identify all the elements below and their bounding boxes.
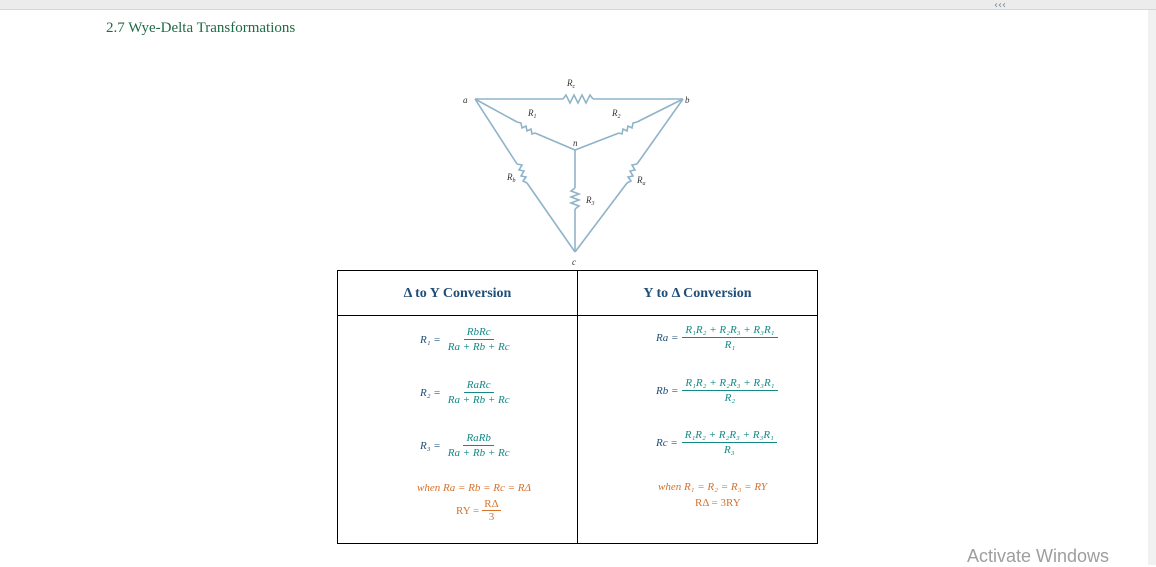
wire-a-r1: [474, 98, 518, 123]
formula-r3: R₃ = RaRb Ra + Rb + Rc: [420, 432, 510, 459]
label-r3: R3: [585, 195, 595, 207]
formula-r1: R₁ = RbRc Ra + Rb + Rc: [420, 326, 510, 353]
wire-rb-c: [526, 182, 576, 253]
y-to-delta-cell: Ra = R₁R₂ + R₂R₃ + R₃R₁ R₁ Rb = R₁R₂ + R₂…: [578, 316, 817, 543]
resistor-ra: [626, 163, 638, 184]
window-top-bar: [0, 0, 1156, 10]
formula-rdelta-balanced: RΔ = 3RY: [694, 497, 741, 509]
conversion-table: Δ to Y Conversion Y to Δ Conversion R₁ =…: [337, 270, 819, 544]
node-b-label: b: [685, 95, 690, 105]
wye-delta-circuit-diagram: a b n c Rc R1 R2 R3 Rb Ra: [463, 78, 690, 267]
label-r2: R2: [611, 108, 621, 120]
vertical-scrollbar[interactable]: [1148, 10, 1156, 565]
resistor-r1: [516, 121, 536, 136]
label-r1: R1: [527, 108, 537, 120]
wire-b-r2: [636, 98, 684, 123]
corner-mark: ‹‹‹: [994, 0, 1006, 11]
wire-a-rb: [474, 98, 518, 165]
wire-b-ra: [636, 98, 684, 165]
node-n-label: n: [573, 138, 578, 148]
wire-r1-n: [534, 132, 576, 151]
formula-ra: Ra = R₁R₂ + R₂R₃ + R₃R₁ R₁: [656, 324, 778, 351]
node-c-label: c: [572, 257, 576, 267]
label-rb: Rb: [506, 172, 516, 184]
resistor-r2: [618, 121, 638, 136]
activate-windows-watermark: Activate Windows: [967, 546, 1110, 566]
resistor-rc: [562, 93, 594, 105]
balanced-condition-delta: when Ra = Rb = Rc = RΔ: [417, 482, 531, 494]
delta-to-y-header: Δ to Y Conversion: [403, 286, 512, 301]
formula-rc: Rc = R₁R₂ + R₂R₃ + R₃R₁ R₃: [656, 429, 777, 456]
section-heading: 2.7 Wye-Delta Transformations: [106, 20, 296, 36]
balanced-condition-y: when R₁ = R₂ = R₃ = RY: [657, 481, 767, 493]
delta-to-y-cell: R₁ = RbRc Ra + Rb + Rc R₂ = RaRc Ra + Rb +…: [338, 316, 577, 543]
node-a-label: a: [463, 95, 468, 105]
label-ra: Ra: [636, 175, 646, 187]
label-rc: Rc: [566, 78, 576, 90]
y-to-delta-header: Y to Δ Conversion: [643, 286, 752, 301]
wire-r2-n: [574, 132, 620, 151]
formula-ry-balanced: RY = RΔ 3: [456, 498, 501, 523]
formula-rb: Rb = R₁R₂ + R₂R₃ + R₃R₁ R₂: [656, 377, 778, 404]
formula-r2: R₂ = RaRc Ra + Rb + Rc: [420, 379, 510, 406]
resistor-r3: [568, 187, 582, 210]
resistor-rb: [516, 163, 528, 184]
wire-ra-c: [574, 182, 628, 253]
